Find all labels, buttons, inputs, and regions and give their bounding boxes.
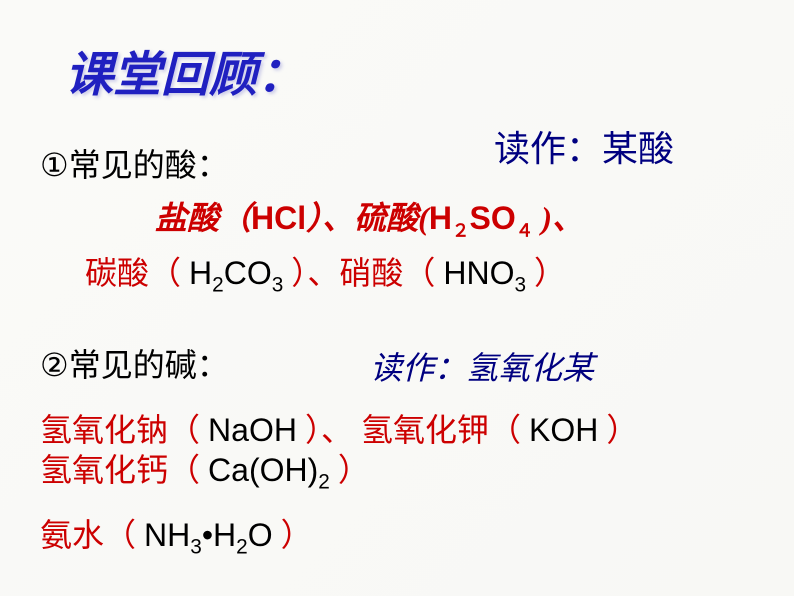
read-as-base: 读作：氢氧化某	[370, 343, 594, 389]
sep: 、	[307, 255, 339, 291]
base-caoh2-name: 氢氧化钙	[40, 452, 168, 488]
base-koh-formula: KOH	[529, 412, 598, 448]
paren: ）	[598, 412, 638, 448]
base-caoh2-formula: Ca(OH)2	[208, 452, 330, 488]
sep: )、	[533, 200, 584, 236]
bases-row-2: 氢氧化钙（ Ca(OH)2 ）	[40, 445, 370, 494]
acid-hcl-formula: HCl	[251, 200, 306, 236]
item-2-label: 常见的碱：	[69, 347, 229, 383]
paren: ）	[526, 255, 566, 291]
item-1-label: 常见的酸：	[69, 147, 229, 183]
acid-h2so4-name: 硫酸(	[354, 200, 429, 236]
paren: （	[104, 517, 144, 553]
acids-row-2: 碳酸（ H2CO3 ）、硝酸（ HNO3 ）	[85, 248, 566, 297]
paren: ）	[297, 412, 321, 448]
base-nh3-name: 氨水	[40, 517, 104, 553]
acid-h2co3-name: 碳酸	[85, 255, 149, 291]
acids-row-1: 盐酸（HCl）、硫酸(H２SO４ )、	[155, 193, 584, 242]
slide-title: 课堂回顾：	[65, 35, 305, 105]
paren: ）	[283, 255, 307, 291]
paren: ）	[330, 452, 370, 488]
sep: ）、	[306, 200, 354, 236]
acid-h2so4-formula: H２SO４	[429, 200, 534, 236]
base-nh3-formula: NH3•H2O	[144, 517, 273, 553]
acid-hcl-name: 盐酸（	[155, 200, 251, 236]
sep: 、	[321, 412, 353, 448]
base-koh-name: 氢氧化钾	[361, 412, 489, 448]
acid-h2co3-formula: H2CO3	[189, 255, 283, 291]
base-naoh-formula: NaOH	[208, 412, 297, 448]
paren: （	[489, 412, 529, 448]
item-2-number: ②	[40, 346, 69, 384]
read-as-acid: 读作：某酸	[494, 120, 674, 172]
paren: （	[168, 452, 208, 488]
acid-hno3-formula: HNO3	[443, 255, 526, 291]
item-1-common-acids: ①常见的酸：	[40, 140, 229, 186]
paren: ）	[273, 517, 313, 553]
paren: （	[403, 255, 443, 291]
base-naoh-name: 氢氧化钠	[40, 412, 168, 448]
paren: （	[149, 255, 189, 291]
bases-row-3: 氨水（ NH3•H2O ）	[40, 510, 313, 559]
item-2-common-bases: ②常见的碱：	[40, 340, 229, 386]
paren: （	[168, 412, 208, 448]
item-1-number: ①	[40, 146, 69, 184]
acid-hno3-name: 硝酸	[339, 255, 403, 291]
